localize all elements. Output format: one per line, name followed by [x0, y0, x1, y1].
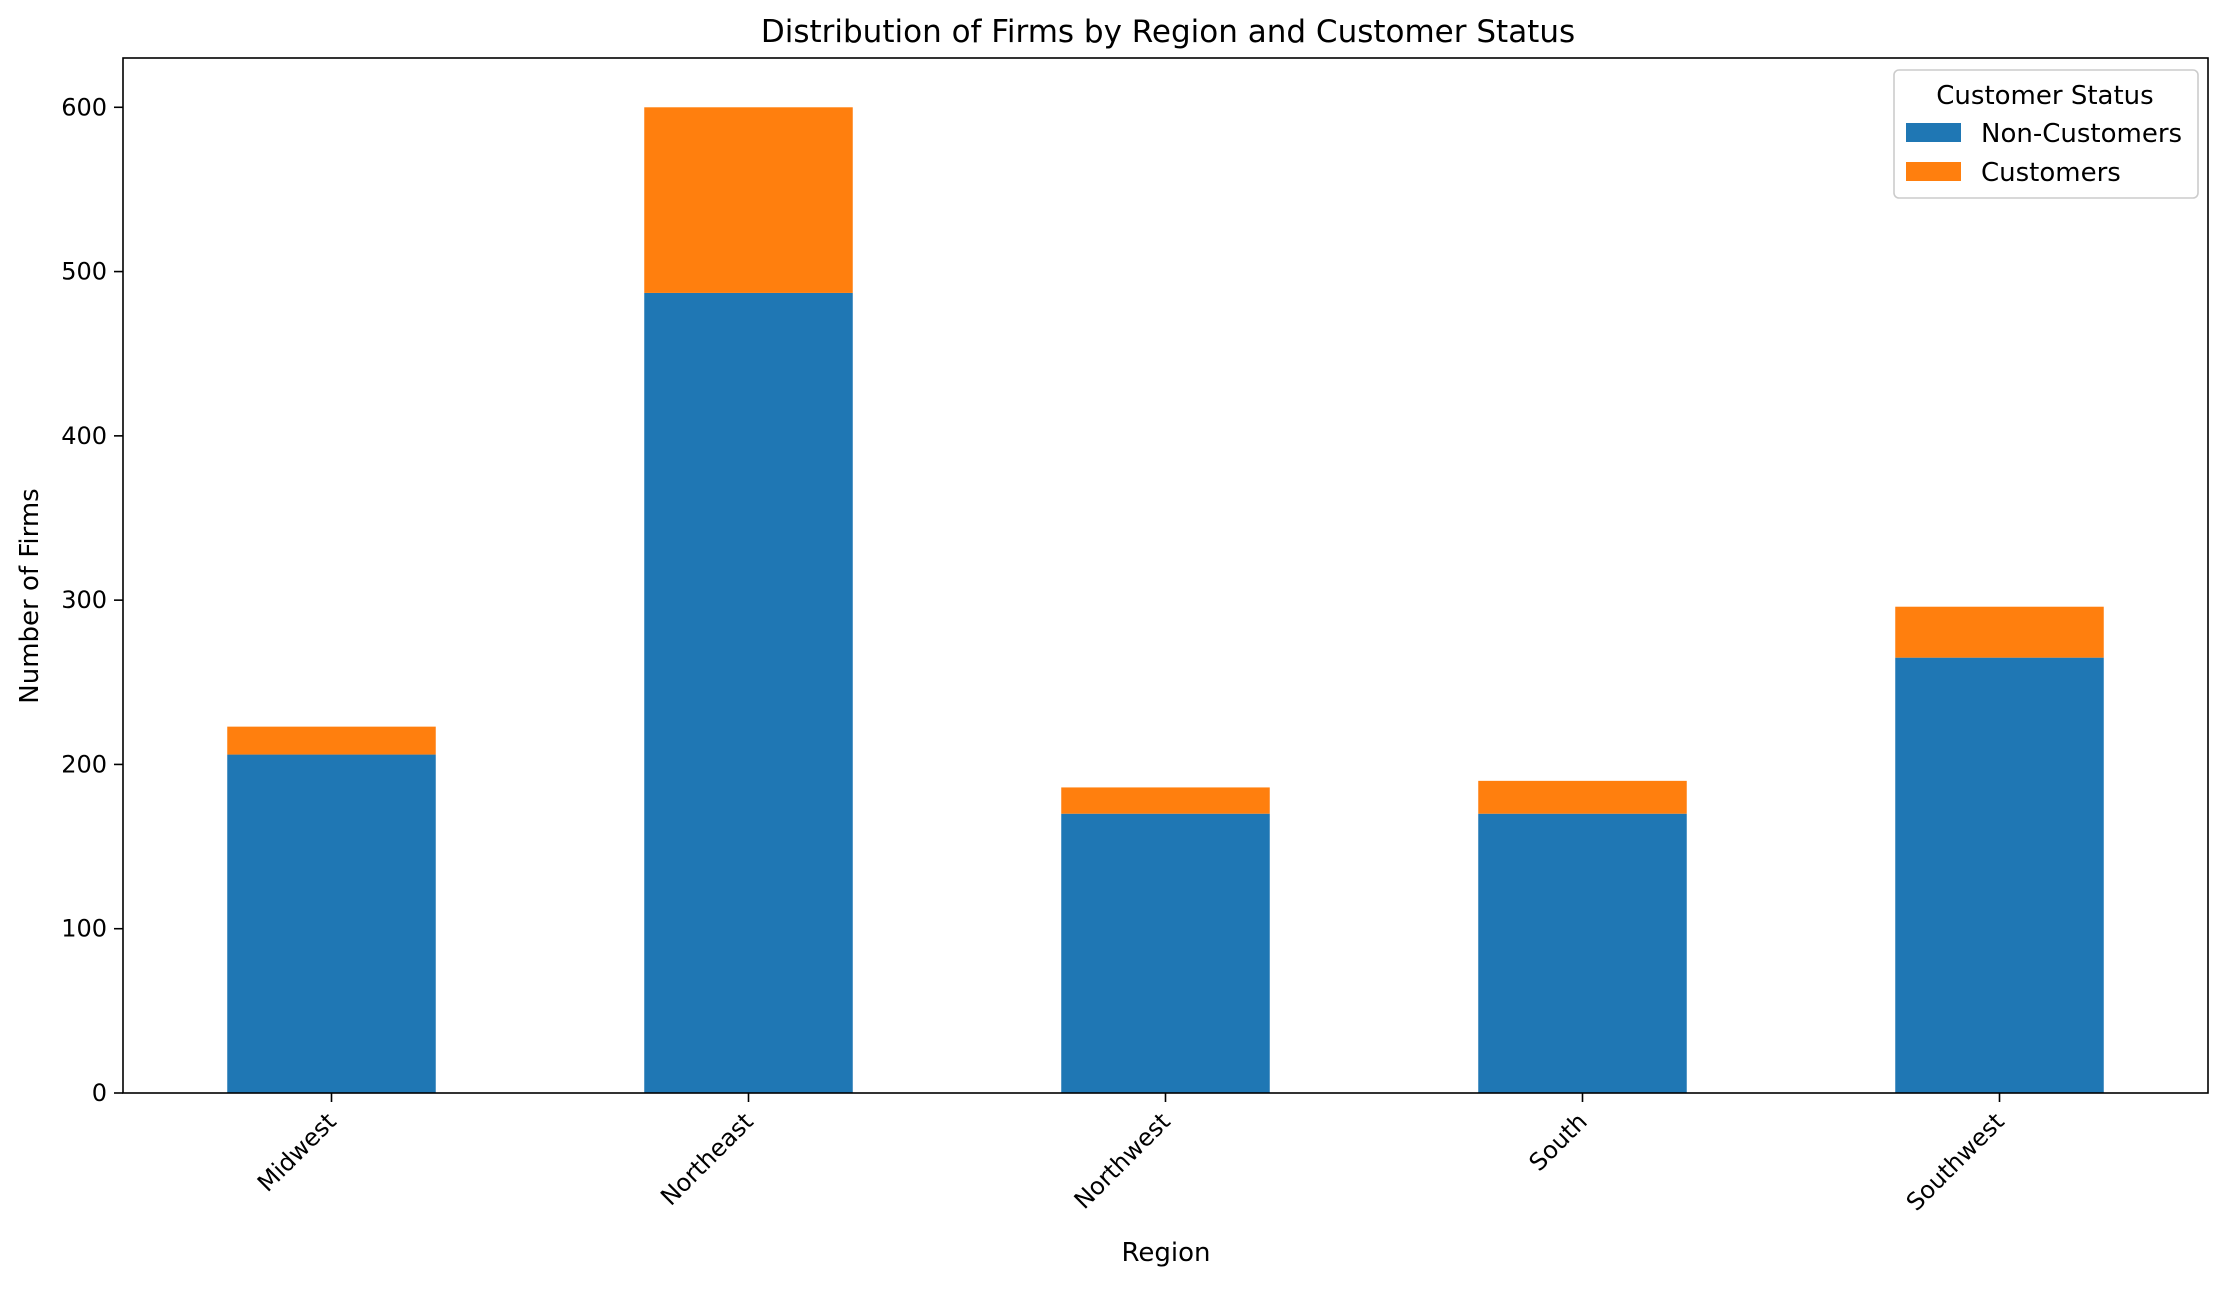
legend-title: Customer Status [1936, 81, 2153, 111]
bar-non-customers-southwest [1895, 657, 2104, 1093]
legend-label-non-customers: Non-Customers [1981, 119, 2182, 149]
bar-non-customers-northeast [644, 292, 853, 1093]
bar-customers-south [1478, 780, 1687, 814]
y-tick-label: 100 [61, 915, 107, 943]
bar-non-customers-midwest [227, 754, 436, 1093]
x-tick-label-northeast: Northeast [655, 1107, 759, 1211]
legend-label-customers: Customers [1981, 158, 2121, 188]
y-axis: 0 100 200 300 400 500 600 [61, 93, 123, 1107]
x-tick-label-southwest: Southwest [1901, 1107, 2010, 1216]
chart-title: Distribution of Firms by Region and Cust… [761, 14, 1575, 50]
y-tick-label: 0 [92, 1079, 107, 1107]
legend-box [1893, 69, 2199, 199]
x-axis-label: Region [1121, 1238, 1210, 1268]
x-tick-label-midwest: Midwest [252, 1107, 342, 1197]
legend-swatch-customers [1906, 162, 1961, 181]
y-tick-label: 300 [61, 586, 107, 614]
y-tick-label: 400 [61, 422, 107, 450]
bar-customers-northwest [1061, 787, 1270, 814]
bar-non-customers-northwest [1061, 813, 1270, 1093]
bar-customers-southwest [1895, 606, 2104, 658]
y-tick-label: 600 [61, 93, 107, 121]
bars-layer [227, 107, 2104, 1093]
x-axis: Midwest Northeast Northwest South Southwest [252, 1093, 2010, 1216]
bar-customers-midwest [227, 726, 436, 755]
x-tick-label-northwest: Northwest [1069, 1107, 1176, 1214]
y-tick-label: 500 [61, 258, 107, 286]
y-tick-label: 200 [61, 750, 107, 778]
x-tick-label-south: South [1524, 1107, 1593, 1176]
legend-items: Non-Customers Customers [1906, 119, 2182, 188]
bar-customers-northeast [644, 107, 853, 293]
legend-swatch-non-customers [1906, 123, 1961, 142]
y-axis-label: Number of Firms [15, 488, 45, 703]
bar-non-customers-south [1478, 813, 1687, 1093]
legend: Customer Status Non-Customers Customers [1893, 69, 2199, 199]
